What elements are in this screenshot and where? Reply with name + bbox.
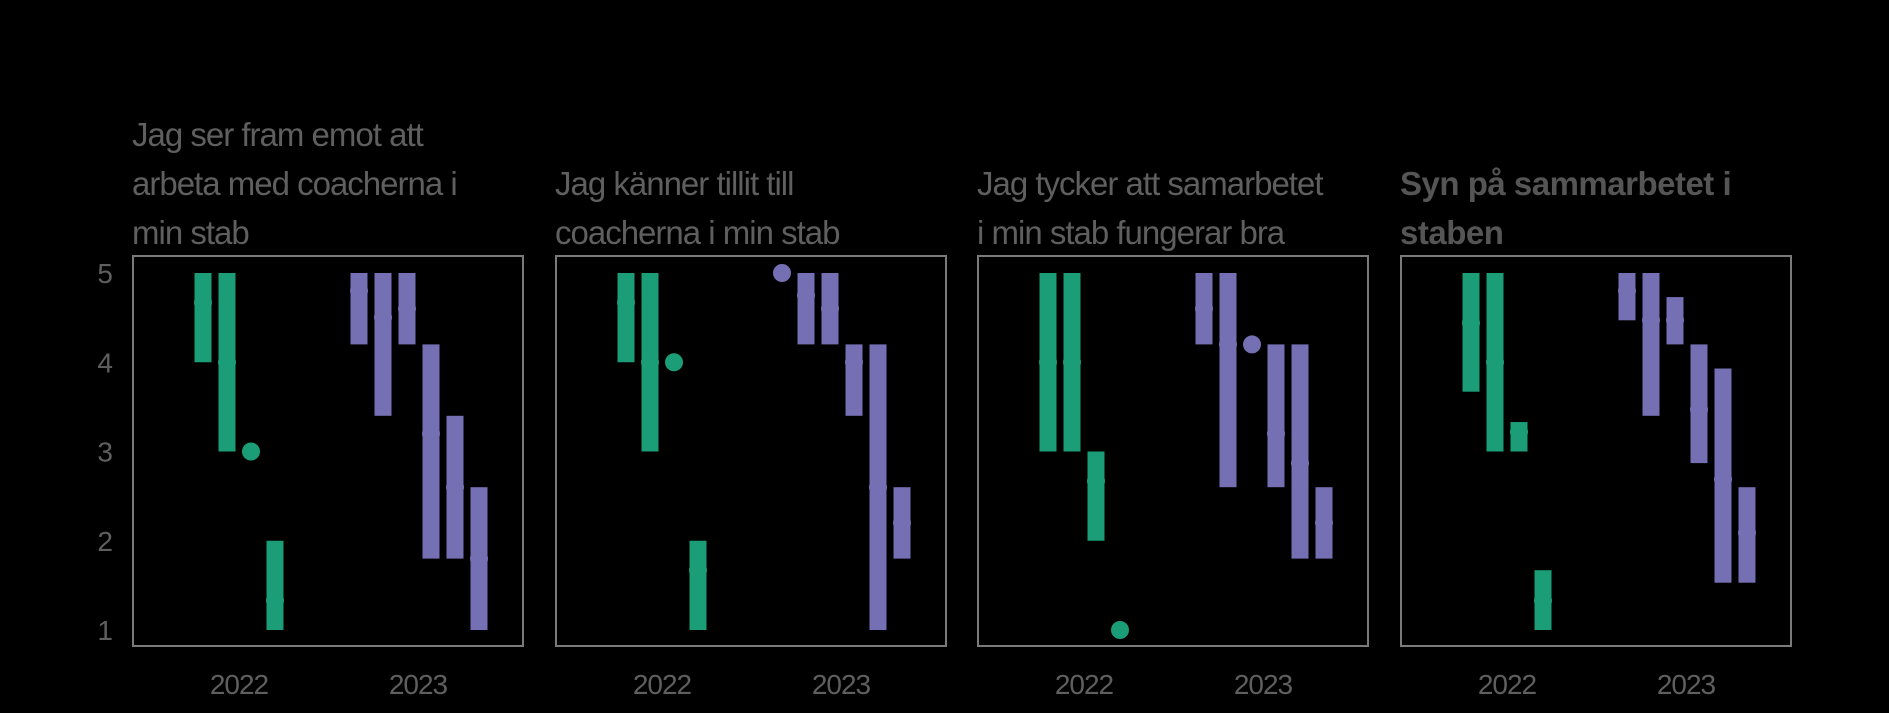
mean-point xyxy=(1510,422,1528,441)
interval-bar xyxy=(689,540,707,630)
mean-point xyxy=(446,478,464,497)
panel-frame-4 xyxy=(1400,255,1792,647)
y-tick-label: 5 xyxy=(97,258,112,289)
mean-point xyxy=(470,549,488,568)
mean-point xyxy=(218,353,236,372)
mean-point xyxy=(266,591,284,610)
mean-point xyxy=(350,281,368,300)
mean-point xyxy=(398,299,416,318)
mean-point xyxy=(1087,471,1105,490)
mean-point xyxy=(1642,311,1660,330)
mean-point xyxy=(1486,353,1504,372)
interval-bar xyxy=(422,344,440,559)
y-tick-label: 4 xyxy=(97,347,112,378)
mean-point xyxy=(1039,353,1057,372)
mean-point xyxy=(1714,470,1732,489)
mean-point xyxy=(1534,591,1552,610)
mean-point xyxy=(869,478,887,497)
mean-point xyxy=(617,293,635,312)
mean-point xyxy=(194,293,212,312)
interval-bar xyxy=(617,273,635,363)
mean-point xyxy=(1666,311,1684,330)
panel-title-line: Jag ser fram emot att xyxy=(132,116,424,153)
panel-title-line: staben xyxy=(1400,214,1503,251)
mean-point xyxy=(1690,400,1708,419)
mean-point xyxy=(641,353,659,372)
mean-point xyxy=(821,299,839,318)
mean-point xyxy=(773,264,791,282)
x-group-label: 2023 xyxy=(1657,669,1716,700)
panel-title-line: Syn på sammarbetet i xyxy=(1400,165,1731,202)
mean-point xyxy=(1195,299,1213,318)
mean-point xyxy=(845,353,863,372)
interval-bar xyxy=(374,273,392,416)
panel-title-line: arbeta med coacherna i xyxy=(132,165,457,202)
panel-title-line: i min stab fungerar bra xyxy=(977,214,1286,251)
x-group-label: 2022 xyxy=(1055,669,1114,700)
mean-point xyxy=(1291,454,1309,473)
panel-frame-2 xyxy=(555,255,947,647)
x-group-label: 2023 xyxy=(389,669,448,700)
mean-point xyxy=(1267,424,1285,443)
mean-point xyxy=(893,513,911,532)
interval-bar xyxy=(266,540,284,630)
x-group-label: 2022 xyxy=(1478,669,1537,700)
panel-title-line: coacherna i min stab xyxy=(555,214,840,251)
mean-point xyxy=(1315,513,1333,532)
interval-bar xyxy=(1087,451,1105,541)
interval-bar xyxy=(194,273,212,363)
mean-point xyxy=(242,442,260,461)
interval-bar xyxy=(1462,273,1480,392)
panel-title-line: min stab xyxy=(132,214,249,251)
mean-point xyxy=(1618,281,1636,300)
panel-frame-1 xyxy=(132,255,524,647)
mean-point xyxy=(1738,523,1756,542)
x-group-label: 2022 xyxy=(210,669,269,700)
mean-point xyxy=(374,308,392,327)
x-group-label: 2022 xyxy=(633,669,692,700)
panel-frame-3 xyxy=(977,255,1369,647)
mean-point xyxy=(1111,621,1129,639)
mean-point xyxy=(665,353,683,372)
interval-bar xyxy=(1219,273,1237,488)
mean-point xyxy=(1243,335,1261,354)
interval-bar xyxy=(1267,344,1285,488)
panel-title-line: Jag tycker att samarbetet xyxy=(977,165,1323,202)
mean-point xyxy=(689,561,707,580)
y-tick-label: 2 xyxy=(97,526,112,557)
y-tick-label: 1 xyxy=(97,615,112,646)
mean-point xyxy=(422,424,440,443)
mean-point xyxy=(1063,353,1081,372)
interval-bar xyxy=(797,273,815,345)
mean-point xyxy=(1462,313,1480,332)
interval-bar xyxy=(1642,273,1660,416)
interval-bar xyxy=(1291,344,1309,559)
x-group-label: 2023 xyxy=(812,669,871,700)
mean-point xyxy=(1219,335,1237,354)
x-group-label: 2023 xyxy=(1234,669,1293,700)
mean-point xyxy=(797,286,815,305)
y-tick-label: 3 xyxy=(97,437,112,468)
panel-title-line: Jag känner tillit till xyxy=(555,165,793,202)
